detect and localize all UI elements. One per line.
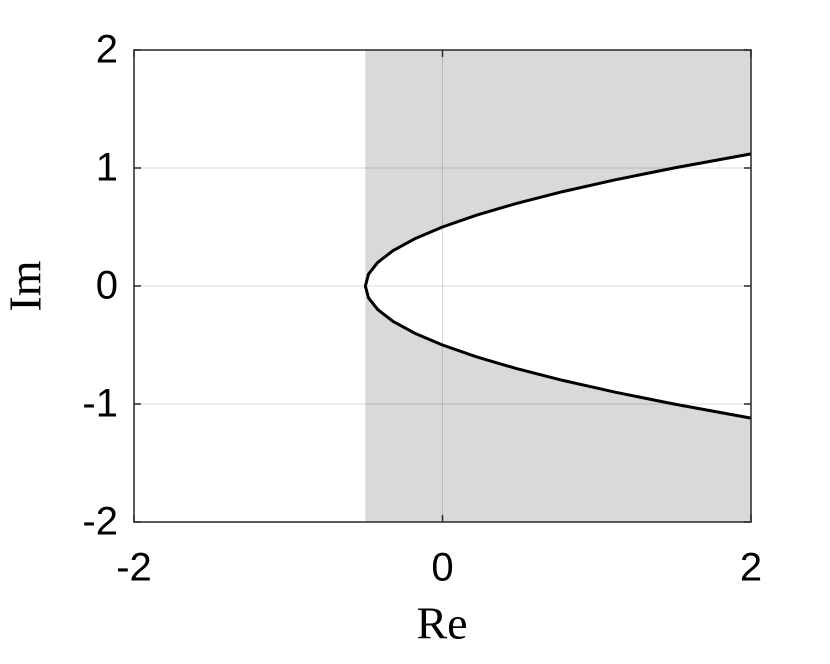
y-tick-label: -1 bbox=[82, 382, 118, 426]
y-axis-label: Im bbox=[0, 260, 51, 311]
plot-frame bbox=[133, 49, 752, 523]
curve-interior bbox=[365, 153, 751, 419]
x-tick-label: -2 bbox=[116, 546, 152, 590]
x-tick-label: 2 bbox=[740, 546, 762, 590]
curve bbox=[363, 152, 752, 420]
x-tick-label: 0 bbox=[431, 546, 453, 590]
x-axis-label: Re bbox=[416, 598, 467, 649]
y-tick-label: 0 bbox=[96, 264, 118, 308]
y-tick-label: 1 bbox=[96, 146, 118, 190]
y-tick-label: -2 bbox=[82, 500, 118, 544]
y-tick-label: 2 bbox=[96, 28, 118, 72]
